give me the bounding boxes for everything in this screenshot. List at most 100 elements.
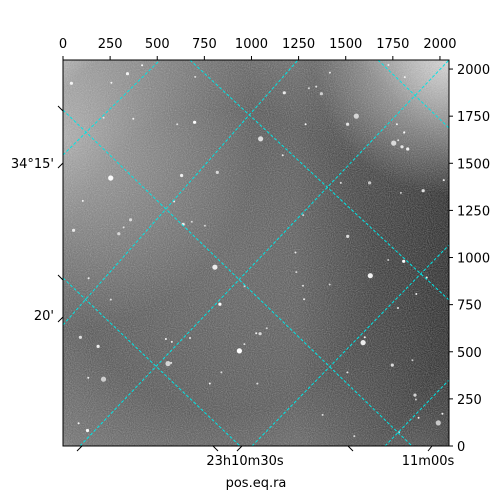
star: [108, 175, 114, 181]
star: [77, 422, 80, 425]
plot-frame: [62, 59, 450, 447]
top-pixel-axis: 0 250 500 750 1000 1250 1500 1750 2000: [59, 37, 457, 60]
star: [395, 123, 398, 126]
star: [302, 284, 304, 287]
ra-tick-label: 23h10m30s: [206, 454, 284, 469]
star: [194, 75, 197, 78]
wcs-tick: [57, 105, 64, 112]
right-tick-label: 2000: [457, 63, 490, 78]
star: [255, 332, 258, 335]
star: [413, 393, 417, 397]
star: [363, 336, 366, 339]
grid-line-ra: [251, 244, 449, 446]
star: [236, 348, 242, 354]
star: [307, 87, 310, 90]
star: [110, 81, 113, 84]
star: [328, 71, 331, 74]
star: [399, 191, 402, 194]
top-tick-label: 1250: [282, 37, 315, 52]
star: [180, 173, 184, 178]
star: [321, 413, 324, 416]
right-tick-label: 750: [457, 299, 482, 314]
top-tick-label: 750: [192, 37, 217, 52]
star: [256, 382, 259, 385]
star: [122, 226, 125, 229]
star: [129, 218, 133, 222]
grid-line-ra: [79, 60, 449, 446]
star: [109, 298, 112, 301]
star: [193, 120, 197, 124]
right-tick-label: 1750: [457, 110, 490, 125]
grid-line-dec: [63, 277, 241, 446]
ra-tick-label: 11m00s: [402, 454, 455, 469]
star: [265, 327, 268, 330]
star: [403, 76, 406, 79]
star: [346, 234, 350, 238]
star: [69, 81, 73, 85]
x-axis-label: pos.eq.ra: [226, 476, 287, 491]
grid-line-ra: [63, 60, 299, 326]
star: [403, 131, 406, 134]
star: [164, 338, 167, 340]
star: [132, 117, 135, 120]
star: [96, 344, 100, 348]
bottom-wcs-axis: [76, 445, 433, 452]
star: [425, 276, 428, 279]
star: [397, 307, 399, 309]
star: [81, 199, 84, 202]
star: [218, 302, 222, 306]
right-tick-label: 1000: [457, 252, 490, 267]
image-panel: [63, 60, 449, 446]
star: [360, 340, 366, 346]
left-wcs-axis: [57, 105, 64, 323]
star: [387, 259, 390, 261]
star: [328, 283, 331, 286]
star: [190, 220, 193, 223]
noise-texture: [63, 60, 449, 446]
grid-line-dec: [189, 60, 449, 301]
star: [189, 337, 191, 339]
star: [421, 189, 425, 193]
star: [212, 264, 218, 270]
star: [368, 181, 372, 185]
star: [203, 224, 206, 227]
star: [406, 147, 410, 151]
star: [243, 285, 246, 288]
star: [282, 91, 286, 95]
star: [391, 140, 397, 146]
star: [304, 123, 307, 126]
star: [215, 170, 219, 174]
grid-line-dec: [63, 109, 413, 446]
star: [294, 251, 297, 254]
star: [353, 113, 359, 119]
top-tick-label: 1750: [376, 37, 409, 52]
star: [208, 382, 211, 385]
star: [258, 332, 262, 336]
wcs-tick: [347, 445, 354, 452]
star: [303, 298, 306, 301]
right-tick-label: 500: [457, 346, 482, 361]
star: [281, 154, 284, 157]
grid-line-ra: [384, 379, 449, 446]
star: [400, 145, 404, 149]
star: [387, 64, 390, 66]
wcs-tick: [76, 445, 83, 452]
star: [141, 64, 144, 67]
grid-line-dec: [377, 60, 449, 129]
right-tick-label: 0: [457, 440, 465, 455]
top-tick-label: 1000: [235, 37, 268, 52]
top-tick-label: 0: [59, 37, 67, 52]
star: [85, 428, 90, 433]
star: [72, 228, 76, 232]
wcs-tick: [236, 445, 243, 452]
star: [87, 376, 90, 379]
star: [397, 139, 400, 142]
wcs-tick: [427, 445, 433, 452]
star: [442, 179, 445, 182]
star: [102, 116, 105, 119]
star: [346, 371, 349, 374]
wcs-tick: [57, 162, 64, 169]
dec-tick-label: 20': [34, 309, 54, 324]
